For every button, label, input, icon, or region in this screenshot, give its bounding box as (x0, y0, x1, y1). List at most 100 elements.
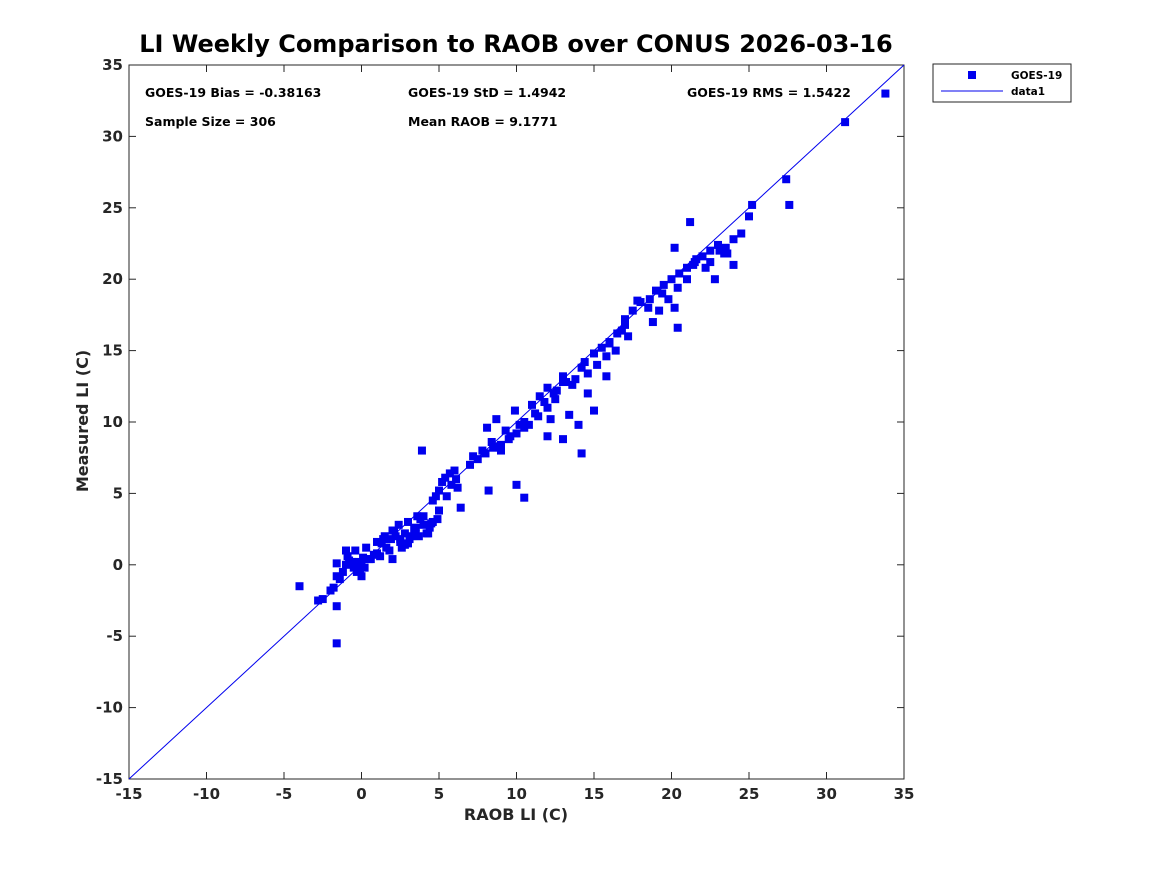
data-point (314, 596, 323, 605)
data-point (417, 446, 426, 455)
data-point (388, 555, 397, 564)
data-point (580, 358, 589, 367)
data-point (785, 200, 794, 209)
data-point (621, 320, 629, 329)
data-point (617, 326, 626, 335)
data-point (737, 229, 746, 238)
data-point (540, 398, 549, 407)
data-point (706, 258, 715, 267)
legend: GOES-19 data1 (932, 63, 1072, 103)
data-point (379, 535, 388, 544)
data-point (373, 537, 381, 546)
data-point (543, 403, 552, 412)
data-point (362, 543, 371, 552)
data-point (689, 260, 698, 269)
data-point (721, 243, 730, 252)
x-axis-label: RAOB LI (C) (464, 805, 568, 824)
data-point (478, 446, 487, 455)
rms-annotation: GOES-19 RMS = 1.5422 (687, 85, 851, 100)
data-point (559, 372, 567, 381)
data-point (366, 555, 375, 564)
data-point (535, 392, 544, 401)
data-point (602, 352, 611, 361)
y-tick-label: -15 (96, 770, 123, 788)
data-point (590, 406, 598, 415)
data-point (377, 539, 386, 548)
legend-label-goes19: GOES-19 (1011, 70, 1062, 82)
data-point (670, 243, 679, 252)
data-point (698, 252, 707, 261)
data-point (469, 452, 478, 461)
data-point (613, 329, 622, 338)
data-point (355, 566, 364, 575)
data-point (881, 89, 890, 98)
data-point (497, 446, 505, 455)
data-point (520, 423, 529, 432)
data-point (602, 372, 611, 381)
y-tick-label: 5 (113, 484, 123, 502)
bias-annotation: GOES-19 Bias = -0.38163 (145, 85, 321, 100)
data-point (577, 449, 586, 458)
data-point (633, 296, 642, 305)
data-point (524, 420, 533, 429)
data-point (411, 529, 420, 538)
data-point (611, 346, 620, 355)
data-point (628, 306, 637, 315)
data-point (427, 519, 436, 528)
data-point (605, 339, 614, 348)
data-point (565, 410, 574, 419)
data-point (723, 249, 732, 258)
data-point (343, 552, 352, 561)
data-point (385, 546, 394, 555)
mean-raob-annotation: Mean RAOB = 9.1771 (408, 114, 557, 129)
sample-size-annotation: Sample Size = 306 (145, 114, 276, 129)
data-point (342, 560, 350, 569)
data-point (394, 520, 403, 529)
data-point (562, 378, 571, 387)
data-point (729, 235, 738, 244)
data-point (583, 389, 592, 398)
data-point (597, 343, 606, 352)
data-point (841, 118, 850, 127)
data-point (515, 420, 524, 429)
x-tick-label: -10 (193, 785, 220, 803)
data-point (338, 567, 347, 576)
data-point (520, 493, 529, 502)
data-point (501, 426, 510, 435)
data-point (396, 535, 405, 544)
x-tick-label: 5 (434, 785, 444, 803)
data-point (644, 303, 653, 312)
data-point (571, 375, 580, 384)
data-point (435, 486, 443, 495)
data-point (357, 572, 366, 581)
data-point (400, 540, 409, 549)
data-point (710, 275, 719, 284)
y-axis-label: Measured LI (C) (73, 350, 92, 492)
data-point (715, 246, 724, 255)
data-point (445, 469, 454, 478)
data-point (342, 546, 350, 555)
data-point (664, 295, 673, 304)
data-point (376, 552, 385, 561)
data-point (318, 595, 327, 604)
data-point (419, 520, 428, 529)
data-point (624, 332, 633, 341)
data-point (433, 515, 442, 524)
data-point (652, 286, 660, 295)
x-tick-label: 30 (816, 785, 837, 803)
data-point (673, 323, 682, 332)
y-tick-label: 35 (102, 56, 123, 74)
data-point (568, 380, 577, 389)
x-tick-label: -5 (276, 785, 293, 803)
data-point (407, 532, 416, 541)
y-tick-label: 15 (102, 342, 123, 360)
data-point (670, 303, 679, 312)
data-point (483, 423, 492, 432)
data-point (543, 383, 552, 392)
data-point (411, 523, 420, 532)
data-point (428, 496, 437, 505)
data-point (590, 349, 598, 358)
data-point (559, 435, 567, 444)
